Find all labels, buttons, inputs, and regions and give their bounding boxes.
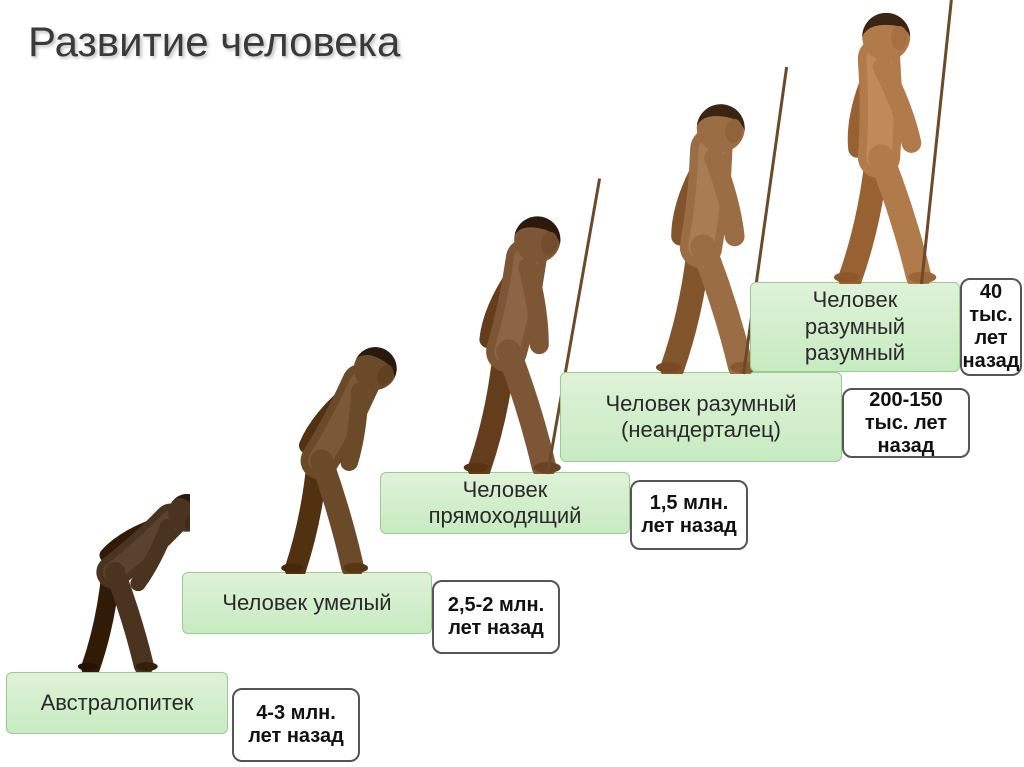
- stage-date-label: 4-3 млн. лет назад: [242, 702, 350, 748]
- stage-label: Человек разумный (неандерталец): [571, 391, 831, 444]
- stage-step-homo-erectus: Человек прямоходящий: [380, 472, 630, 534]
- stage-step-homo-habilis: Человек умелый: [182, 572, 432, 634]
- stage-step-homo-sapiens-sapiens: Человек разумный разумный: [750, 282, 960, 372]
- stage-date-homo-sapiens-sapiens: 40 тыс. лет назад: [960, 278, 1022, 376]
- hominid-figure-australopithecus: [50, 450, 190, 672]
- stage-label: Человек прямоходящий: [391, 477, 619, 530]
- stage-date-label: 1,5 млн. лет назад: [640, 492, 738, 538]
- stage-date-label: 40 тыс. лет назад: [963, 281, 1020, 373]
- stage-label: Австралопитек: [41, 690, 194, 716]
- page-title: Развитие человека: [28, 18, 400, 66]
- stage-date-label: 2,5-2 млн. лет назад: [442, 594, 550, 640]
- hominid-figure-homo-sapiens-sapiens: [798, 2, 978, 284]
- stage-label: Человек разумный разумный: [761, 287, 949, 366]
- stage-date-label: 200-150 тыс. лет назад: [852, 389, 960, 458]
- stage-label: Человек умелый: [222, 590, 391, 616]
- stage-date-australopithecus: 4-3 млн. лет назад: [232, 688, 360, 762]
- stage-date-neanderthal: 200-150 тыс. лет назад: [842, 388, 970, 458]
- hominid-figure-homo-habilis: [252, 322, 402, 574]
- stage-date-homo-habilis: 2,5-2 млн. лет назад: [432, 580, 560, 654]
- stage-step-neanderthal: Человек разумный (неандерталец): [560, 372, 842, 462]
- stage-date-homo-erectus: 1,5 млн. лет назад: [630, 480, 748, 550]
- stage-step-australopithecus: Австралопитек: [6, 672, 228, 734]
